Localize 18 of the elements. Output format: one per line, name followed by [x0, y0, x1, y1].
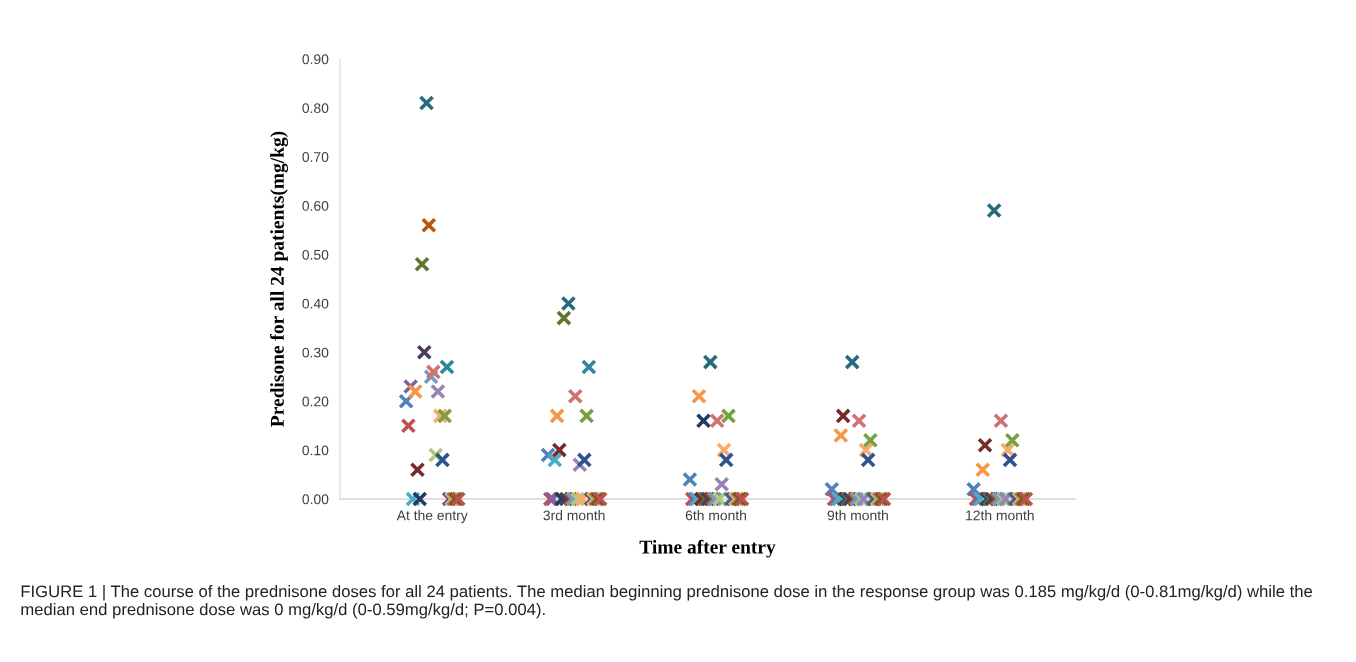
y-tick-label: 0.60: [302, 201, 329, 211]
y-tick-label: 0.40: [302, 298, 329, 309]
y-tick-label: 0.80: [302, 103, 329, 114]
y-tick-label: 0.00: [302, 494, 329, 505]
y-tick-label: 0.20: [302, 396, 329, 407]
x-axis-title: Time after entry: [639, 539, 776, 558]
y-tick-label: 0.70: [302, 152, 329, 162]
x-tick-label: At the entry: [396, 510, 468, 524]
y-tick-label: 0.30: [302, 347, 329, 358]
y-tick-label: 0.90: [302, 54, 329, 65]
x-tick-label: 12th month: [966, 510, 1034, 521]
y-tick-label: 0.50: [302, 249, 329, 260]
x-tick-label: 3rd month: [543, 510, 605, 521]
y-tick-label: 0.10: [302, 445, 329, 456]
y-axis-title: Predisone for all 24 patients(mg/kg): [269, 131, 288, 427]
x-tick-label: 6th month: [685, 510, 746, 521]
x-tick-label: 9th month: [827, 510, 888, 521]
caption: FIGURE 1 | The course of the prednisone doses for all 24 patients. The median beginning prednisone dose in the response group was 0.185 mg/kg/d (0-0.81mg/kg/d) while the median end prednisone dose was 0 mg/kg/d (0-0.59mg/kg/d; P=0.004).: [21, 585, 1313, 619]
